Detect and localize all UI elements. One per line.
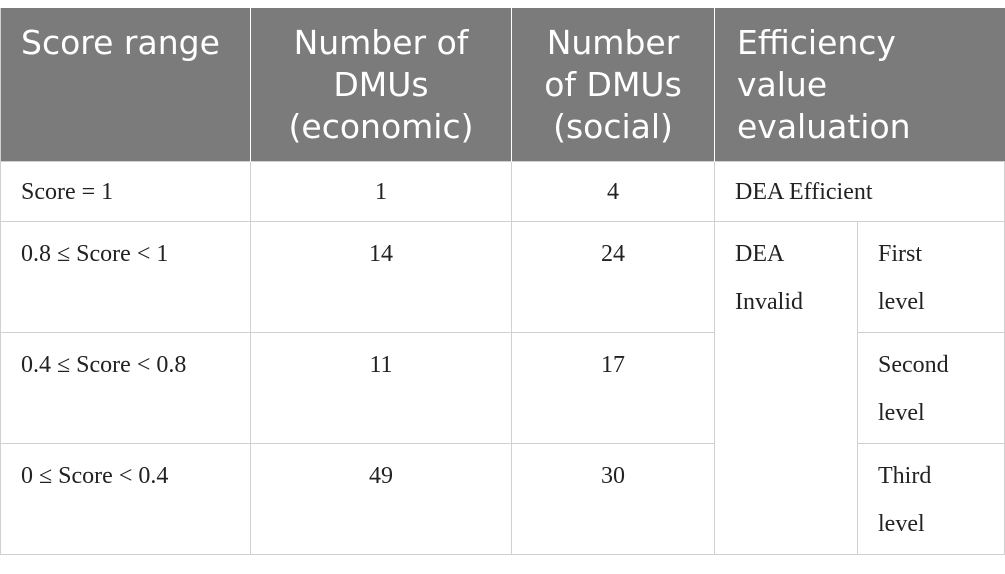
cell-social: 4 [511,160,715,222]
cell-score-range: 0.4 ≤ Score < 0.8 [0,331,251,444]
cell-economic: 49 [250,442,512,555]
invalid-line: DEA [735,240,785,267]
header-dmus-social: Number of DMUs (social) [511,8,715,161]
level-line: level [878,510,925,537]
header-score-range: Score range [0,8,251,161]
table-row: 0 ≤ Score < 0.4 49 30 Third level [0,442,1005,555]
table-row: 0.4 ≤ Score < 0.8 11 17 Second level [0,331,1005,444]
header-efficiency-evaluation: Efficiency value evaluation [714,8,1005,161]
cell-social: 17 [511,331,715,444]
cell-level: Second level [856,331,1005,444]
cell-level: Third level [856,442,1005,555]
cell-dea-invalid: DEA Invalid [714,220,858,555]
cell-economic: 14 [250,220,512,333]
level-line: Third [878,462,932,489]
cell-score-range: 0 ≤ Score < 0.4 [0,442,251,555]
cell-level: First level [856,220,1005,333]
table-row: 0.8 ≤ Score < 1 14 24 DEA Invalid First … [0,220,1005,555]
header-line: evaluation [737,107,911,146]
header-line: (economic) [288,107,474,146]
cell-economic: 1 [250,160,512,222]
header-score-range-text: Score range [21,23,220,62]
header-line: of DMUs [544,65,682,104]
cell-social: 30 [511,442,715,555]
header-dmus-economic: Number of DMUs (economic) [250,8,512,161]
level-line: level [878,399,925,426]
dea-score-table: Score range Number of DMUs (economic) Nu… [0,8,1005,555]
level-line: Second [878,351,949,378]
level-line: level [878,288,925,315]
header-line: (social) [553,107,673,146]
cell-evaluation: DEA Efficient [713,160,1005,222]
header-line: Number [546,23,680,62]
cell-score-range: Score = 1 [0,160,251,222]
header-line: DMUs [333,65,429,104]
table-row: Score = 1 1 4 DEA Efficient [0,160,1005,222]
header-line: Efficiency [737,23,896,62]
header-line: value [737,65,828,104]
invalid-line: Invalid [735,288,803,315]
cell-score-range: 0.8 ≤ Score < 1 [0,220,251,333]
header-line: Number of [293,23,469,62]
level-line: First [878,240,923,267]
cell-social: 24 [511,220,715,333]
header-row: Score range Number of DMUs (economic) Nu… [0,8,1005,161]
cell-economic: 11 [250,331,512,444]
